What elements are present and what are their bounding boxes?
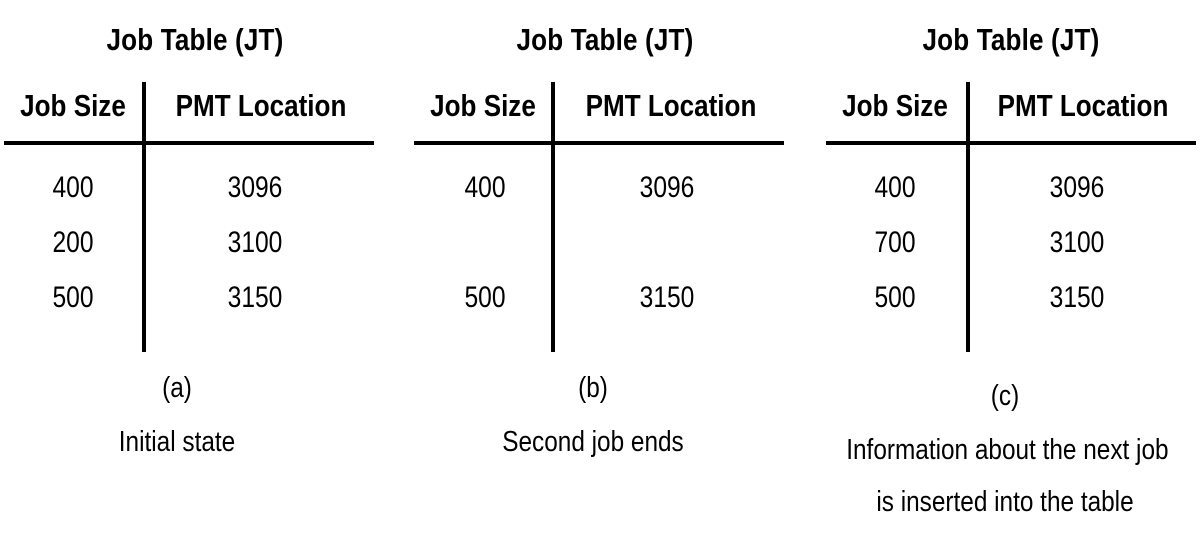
column-divider: [551, 82, 555, 352]
cell-pmt-location: 3100: [227, 226, 283, 259]
panel-caption: is inserted into the table: [876, 486, 1134, 518]
cell-job-size: 500: [874, 281, 916, 314]
header-divider: [4, 141, 374, 145]
cell-pmt-location: 3096: [1049, 171, 1105, 204]
column-header-pmt-location: PMT Location: [997, 88, 1169, 123]
cell-pmt-location: 3150: [227, 281, 283, 314]
cell-pmt-location: 3096: [639, 171, 695, 204]
column-header-pmt-location: PMT Location: [585, 88, 757, 123]
column-header-job-size: Job Size: [20, 88, 126, 123]
table-title: Job Table (JT): [516, 22, 694, 57]
job-table-panel-a: Job Table (JT) Job Size PMT Location 400…: [0, 0, 390, 558]
cell-pmt-location: [573, 225, 762, 261]
cell-job-size: 500: [464, 281, 506, 314]
column-divider: [142, 82, 146, 352]
panel-label: (c): [990, 380, 1020, 412]
panel-label: (b): [578, 372, 608, 404]
column-header-job-size: Job Size: [842, 88, 948, 123]
cell-pmt-location: 3100: [1049, 226, 1105, 259]
panel-caption: Second job ends: [502, 426, 684, 458]
column-header-pmt-location: PMT Location: [175, 88, 347, 123]
panel-label: (a): [162, 372, 192, 404]
cell-pmt-location: 3150: [639, 281, 695, 314]
table-title: Job Table (JT): [922, 22, 1100, 57]
table-title: Job Table (JT): [106, 22, 284, 57]
cell-job-size: 200: [52, 226, 94, 259]
cell-job-size: [425, 225, 545, 261]
cell-job-size: 400: [464, 171, 506, 204]
panel-caption: Information about the next job: [846, 434, 1169, 466]
column-divider: [966, 82, 970, 352]
job-table-panel-b: Job Table (JT) Job Size PMT Location 400…: [410, 0, 800, 558]
cell-pmt-location: 3150: [1049, 281, 1105, 314]
cell-job-size: 400: [52, 171, 94, 204]
cell-job-size: 500: [52, 281, 94, 314]
column-header-job-size: Job Size: [430, 88, 536, 123]
cell-job-size: 700: [874, 226, 916, 259]
job-table-panel-c: Job Table (JT) Job Size PMT Location 400…: [822, 0, 1200, 558]
panel-caption: Initial state: [118, 426, 236, 458]
header-divider: [414, 141, 784, 145]
cell-pmt-location: 3096: [227, 171, 283, 204]
header-divider: [826, 141, 1196, 145]
cell-job-size: 400: [874, 171, 916, 204]
